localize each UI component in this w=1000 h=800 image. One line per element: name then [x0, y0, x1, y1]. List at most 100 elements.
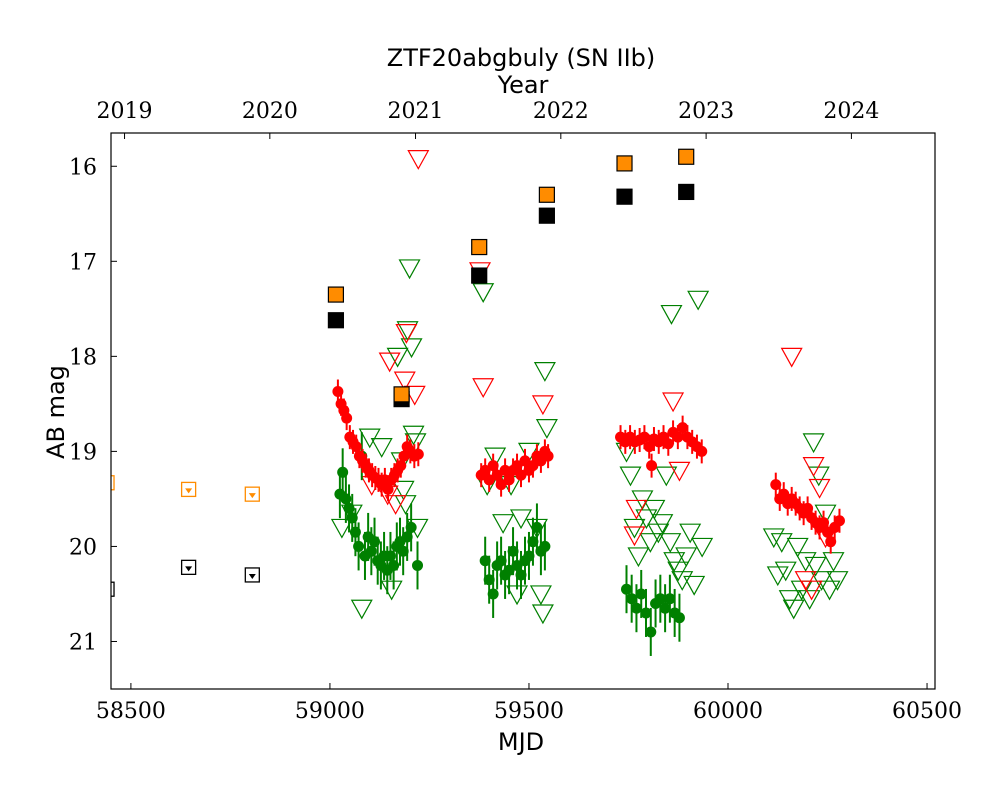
x-tick-label: 60000: [693, 699, 763, 724]
red-detection-point: [672, 431, 684, 443]
green-detection-point: [635, 588, 647, 600]
green-detection-point: [479, 555, 491, 567]
green-upper-limit-point: [683, 575, 706, 596]
black-square-point: [616, 188, 633, 205]
black-square-point: [538, 207, 555, 224]
green-upper-limit-point: [659, 533, 682, 553]
red-detection-point: [802, 502, 814, 514]
red-upper-limit-point: [403, 385, 426, 406]
red-upper-limit-point: [531, 395, 554, 416]
red-detection-point: [511, 460, 523, 472]
green-upper-limit-point: [774, 561, 797, 582]
green-upper-limit-point: [350, 599, 373, 620]
red-detection-point: [515, 469, 527, 481]
red-upper-limit-point: [378, 352, 401, 373]
green-upper-limit-point: [762, 528, 785, 549]
year-tick-label: 2021: [388, 99, 444, 124]
red-detection-point: [646, 460, 658, 472]
green-upper-limit-point: [804, 556, 827, 577]
black-square-point: [678, 183, 695, 201]
green-detection-point: [507, 545, 519, 557]
green-detection-point: [620, 583, 632, 595]
year-tick-label: 2020: [242, 99, 298, 124]
top-axis-label: Year: [497, 71, 549, 99]
red-upper-limit-point: [780, 347, 803, 368]
red-detection-point: [833, 515, 845, 527]
green-upper-limit-point: [786, 537, 809, 558]
limit-arrow-icon: [104, 482, 111, 487]
red-upper-limit-point: [808, 478, 831, 499]
red-upper-limit-point: [623, 526, 646, 547]
green-upper-limit-point: [826, 571, 849, 591]
red-upper-limit-point: [407, 150, 430, 170]
red-detection-point: [770, 479, 782, 491]
green-upper-limit-point: [394, 495, 417, 515]
x-tick-label: 59500: [494, 699, 564, 724]
black-square-point: [327, 312, 345, 329]
y-tick-label: 21: [69, 630, 97, 655]
green-detection-point: [353, 540, 365, 552]
red-upper-limit-point: [384, 495, 407, 515]
green-upper-limit-point: [660, 304, 683, 325]
year-tick-label: 2022: [533, 99, 589, 124]
orange-upper-limit-point: [111, 475, 115, 491]
orange-square-point: [678, 148, 695, 165]
red-upper-limit-point: [393, 371, 416, 392]
red-detection-point: [479, 464, 491, 476]
green-upper-limit-point: [392, 480, 415, 501]
limit-arrow-icon: [185, 488, 193, 494]
red-detection-point: [495, 479, 507, 491]
x-tick-label: 60500: [892, 699, 962, 724]
y-tick-label: 17: [69, 250, 97, 275]
green-detection-point: [523, 550, 535, 562]
year-tick-label: 2023: [678, 99, 734, 124]
y-tick-label: 19: [69, 440, 97, 465]
green-upper-limit-point: [691, 537, 714, 558]
green-upper-limit-point: [619, 466, 642, 487]
green-detection-point: [539, 540, 551, 552]
limit-arrow-icon: [185, 566, 193, 572]
green-detection-point: [673, 612, 685, 624]
red-detection-point: [825, 536, 837, 548]
green-upper-limit-point: [651, 514, 674, 534]
green-upper-limit-point: [535, 419, 558, 439]
red-detection-point: [519, 455, 531, 467]
x-tick-label: 59000: [295, 699, 365, 724]
green-detection-point: [630, 602, 642, 614]
red-detection-point: [662, 438, 674, 450]
red-detection-point: [778, 488, 790, 500]
green-upper-limit-point: [643, 499, 666, 520]
green-upper-limit-point: [675, 547, 698, 568]
chart-title: ZTF20abgbuly (SN IIb): [387, 44, 656, 72]
green-upper-limit-point: [802, 433, 825, 454]
year-tick-label: 2024: [823, 99, 879, 124]
green-upper-limit-point: [635, 509, 658, 530]
y-tick-label: 16: [69, 155, 97, 180]
green-upper-limit-point: [627, 547, 650, 568]
red-upper-limit-point: [800, 580, 823, 601]
green-detection-point: [401, 531, 413, 543]
green-upper-limit-point: [822, 552, 845, 572]
red-upper-limit-point: [802, 457, 825, 477]
green-detection-point: [645, 626, 657, 638]
red-upper-limit-point: [472, 378, 495, 398]
green-upper-limit-point: [623, 518, 646, 539]
green-upper-limit-point: [484, 447, 507, 468]
black-square-point: [471, 267, 488, 284]
green-detection-point: [503, 564, 515, 576]
red-detection-point: [638, 431, 650, 443]
year-tick-label: 2019: [97, 99, 153, 124]
green-detection-point: [626, 593, 638, 605]
green-upper-limit-point: [818, 580, 841, 601]
orange-square-point: [327, 286, 345, 303]
y-axis-label: AB mag: [42, 365, 70, 459]
green-upper-limit-point: [330, 518, 353, 539]
green-upper-limit-point: [370, 438, 393, 458]
green-upper-limit-point: [533, 362, 556, 382]
red-detection-point: [503, 474, 515, 486]
orange-square-point: [616, 155, 633, 172]
red-detection-point: [483, 474, 495, 486]
black-upper-limit-point: [111, 581, 115, 597]
red-upper-limit-point: [668, 461, 691, 482]
